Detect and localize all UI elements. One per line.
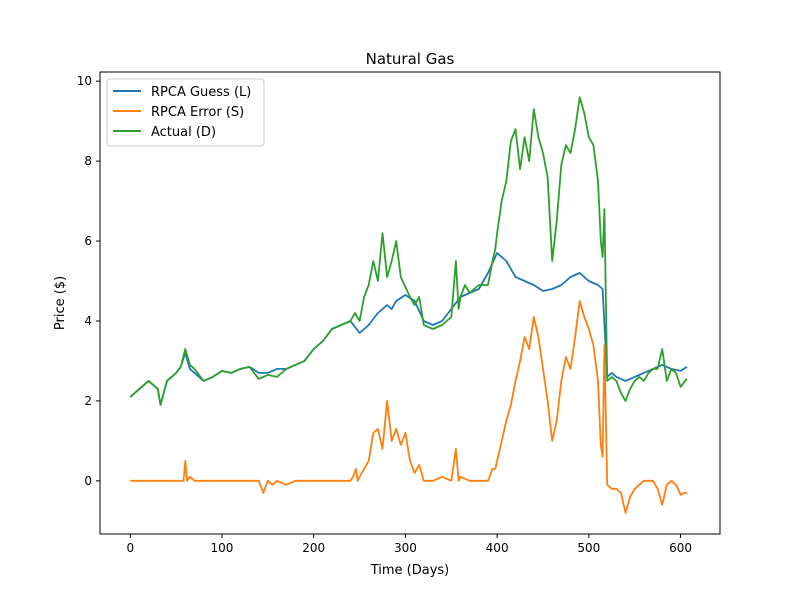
x-tick-label: 400 <box>486 541 509 555</box>
y-axis: 0 2 4 6 8 10 <box>77 74 100 488</box>
y-tick-label: 0 <box>84 474 92 488</box>
y-tick-label: 4 <box>84 314 92 328</box>
legend-label-s: RPCA Error (S) <box>151 105 244 120</box>
series-line-d <box>129 96 688 406</box>
y-tick-label: 10 <box>77 74 92 88</box>
series-layer <box>129 96 688 514</box>
plot-frame <box>99 71 721 535</box>
y-tick-label: 8 <box>84 154 92 168</box>
chart-title: Natural Gas <box>366 50 455 68</box>
legend-label-d: Actual (D) <box>151 125 216 140</box>
x-tick-label: 600 <box>669 541 692 555</box>
x-tick-label: 500 <box>577 541 600 555</box>
legend: RPCA Guess (L) RPCA Error (S) Actual (D) <box>106 78 265 147</box>
legend-box <box>106 78 265 147</box>
series-line-s <box>130 300 687 514</box>
x-axis: 0 100 200 300 400 500 600 <box>126 534 692 555</box>
x-tick-label: 100 <box>211 541 234 555</box>
x-axis-label: Time (Days) <box>370 563 450 578</box>
x-tick-label: 300 <box>394 541 417 555</box>
y-tick-label: 2 <box>84 394 92 408</box>
y-tick-label: 6 <box>84 234 92 248</box>
legend-label-l: RPCA Guess (L) <box>151 85 251 100</box>
x-tick-label: 200 <box>302 541 325 555</box>
x-tick-label: 0 <box>126 541 134 555</box>
y-axis-label: Price ($) <box>53 276 68 330</box>
